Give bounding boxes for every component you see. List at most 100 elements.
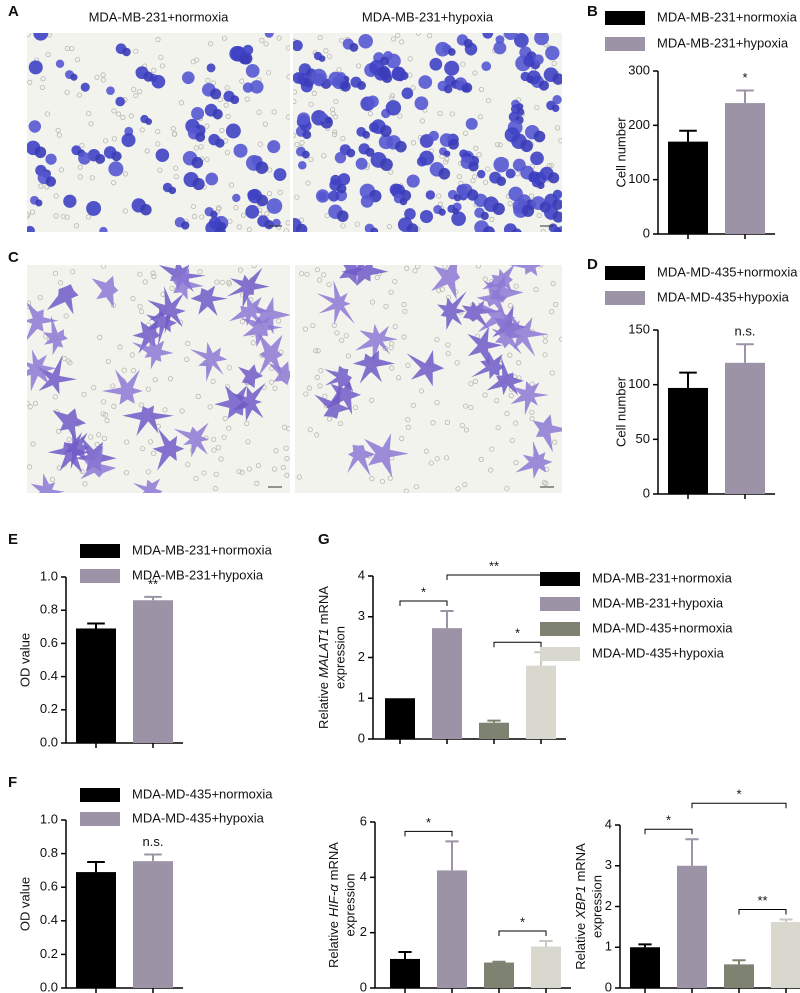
pore bbox=[418, 388, 425, 394]
error-bar bbox=[440, 610, 454, 629]
pore bbox=[430, 420, 436, 426]
y-label-gene: MALAT1 bbox=[316, 628, 331, 678]
pore bbox=[405, 417, 411, 423]
pore bbox=[76, 92, 82, 98]
pore bbox=[463, 427, 470, 433]
cell bbox=[101, 369, 143, 405]
cell bbox=[195, 132, 206, 142]
cell bbox=[80, 445, 117, 480]
cell bbox=[548, 172, 560, 184]
bracket bbox=[493, 641, 542, 648]
error-bar bbox=[638, 943, 652, 948]
pore bbox=[405, 424, 411, 430]
pore bbox=[225, 113, 231, 120]
pore bbox=[401, 334, 407, 340]
pore bbox=[434, 336, 440, 343]
error-bar bbox=[398, 951, 412, 959]
pore bbox=[475, 265, 482, 269]
cell bbox=[27, 225, 35, 232]
pore bbox=[271, 109, 277, 115]
pore bbox=[331, 131, 338, 138]
significance: n.s. bbox=[143, 834, 164, 849]
bar bbox=[479, 722, 509, 739]
error-bar bbox=[144, 595, 162, 601]
pore bbox=[111, 403, 117, 409]
panel-label: F bbox=[8, 774, 17, 791]
y-label-gene: XBP1 bbox=[573, 886, 588, 920]
cell bbox=[268, 361, 290, 386]
cell bbox=[358, 33, 373, 49]
pore bbox=[271, 466, 278, 472]
y-axis-label: expression bbox=[342, 874, 357, 937]
cell bbox=[453, 193, 462, 202]
pore bbox=[39, 84, 46, 91]
pore bbox=[444, 156, 450, 162]
cell bbox=[444, 60, 460, 76]
cell bbox=[337, 173, 351, 186]
cell bbox=[192, 178, 205, 191]
cell bbox=[146, 306, 177, 347]
cell bbox=[210, 88, 222, 100]
pore bbox=[193, 145, 199, 151]
pore bbox=[275, 318, 282, 324]
pore bbox=[27, 464, 33, 470]
cell bbox=[503, 33, 518, 40]
cell bbox=[74, 436, 117, 472]
pore bbox=[497, 142, 503, 148]
pore bbox=[513, 420, 519, 426]
pore bbox=[167, 376, 174, 382]
cell bbox=[508, 186, 523, 202]
pore bbox=[389, 95, 395, 101]
pore bbox=[55, 127, 61, 133]
cell bbox=[480, 211, 489, 221]
cell bbox=[205, 172, 219, 186]
pore bbox=[396, 375, 402, 381]
pore bbox=[507, 352, 513, 358]
cell bbox=[55, 59, 65, 69]
y-axis-label: OD value bbox=[17, 633, 32, 687]
cell bbox=[425, 190, 436, 200]
pore bbox=[403, 488, 409, 493]
pore bbox=[423, 448, 429, 454]
pore bbox=[404, 265, 410, 271]
pore bbox=[332, 114, 339, 120]
pore bbox=[352, 404, 359, 411]
panel-label: B bbox=[587, 3, 598, 20]
y-tick-label: 0 bbox=[643, 485, 650, 500]
pore bbox=[217, 97, 223, 103]
cell bbox=[349, 42, 359, 52]
significance: ** bbox=[757, 893, 767, 908]
pore bbox=[354, 221, 360, 227]
pore bbox=[88, 434, 94, 440]
cell bbox=[447, 48, 456, 56]
pore bbox=[211, 447, 217, 453]
pore bbox=[102, 412, 109, 418]
cell bbox=[533, 54, 544, 65]
panel-label: G bbox=[318, 531, 330, 548]
pore bbox=[52, 394, 58, 400]
cell bbox=[466, 189, 479, 201]
pore bbox=[193, 475, 199, 482]
pore bbox=[94, 74, 100, 80]
pore bbox=[462, 481, 468, 488]
pore bbox=[529, 409, 535, 415]
pore bbox=[265, 70, 272, 76]
cell bbox=[510, 381, 550, 416]
pore bbox=[286, 74, 290, 80]
cell bbox=[483, 226, 495, 232]
legend-swatch bbox=[80, 569, 120, 583]
pore bbox=[91, 385, 97, 391]
pore bbox=[334, 330, 340, 336]
pore bbox=[137, 303, 143, 309]
bar bbox=[432, 628, 462, 739]
y-tick-label: 0 bbox=[605, 979, 612, 993]
bar bbox=[76, 872, 116, 988]
pore bbox=[340, 223, 346, 229]
pore bbox=[139, 127, 145, 133]
pore bbox=[255, 463, 262, 469]
pore bbox=[256, 109, 262, 115]
bar bbox=[668, 387, 708, 494]
cell bbox=[521, 204, 535, 217]
pore bbox=[419, 118, 425, 124]
cell bbox=[511, 228, 522, 232]
